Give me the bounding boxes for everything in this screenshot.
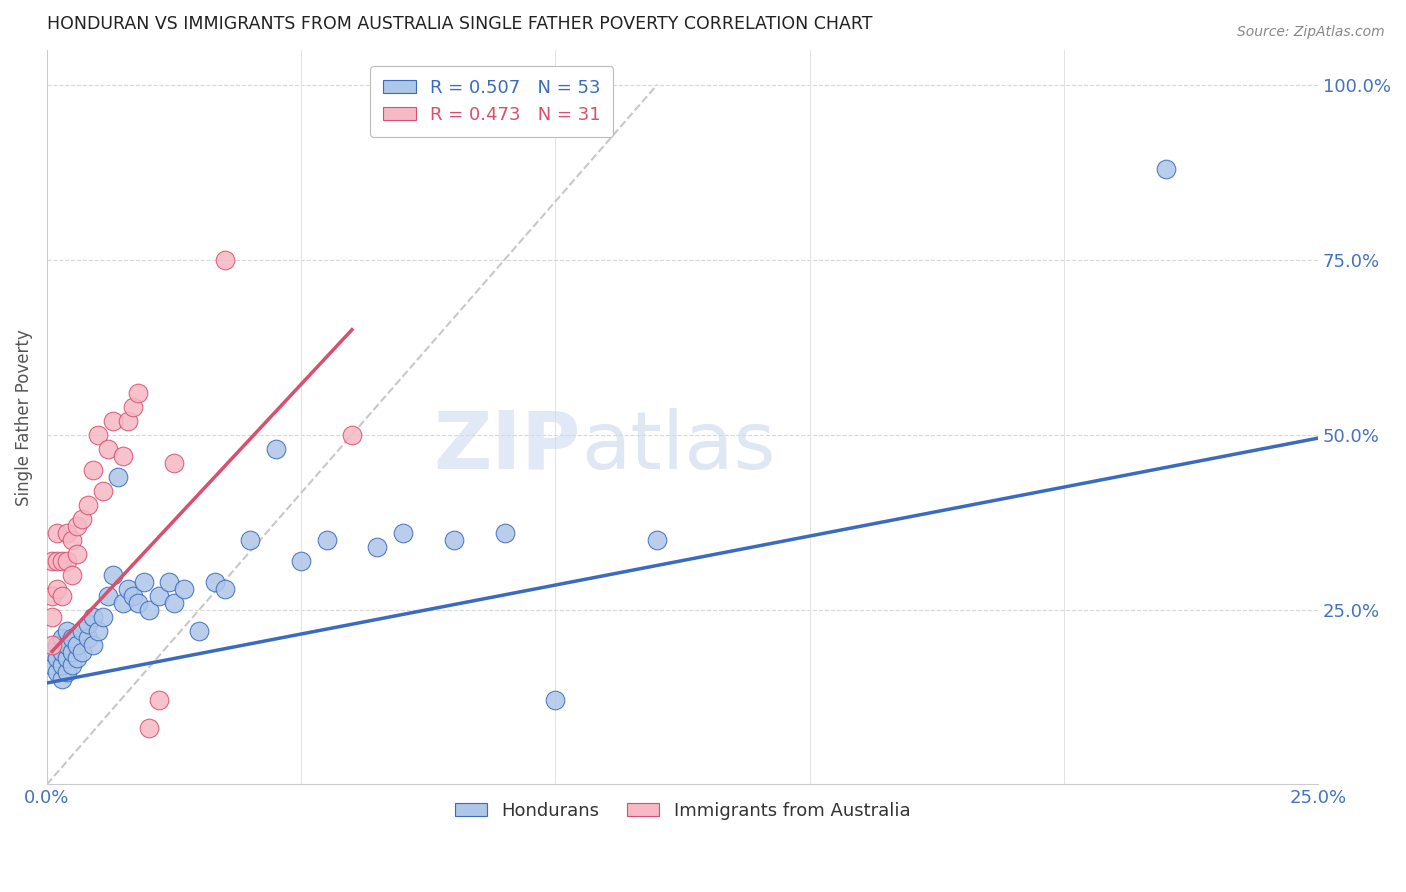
Point xyxy=(66,651,89,665)
Point xyxy=(101,567,124,582)
Point xyxy=(264,442,287,456)
Point xyxy=(72,644,94,658)
Point xyxy=(97,589,120,603)
Point xyxy=(122,400,145,414)
Point xyxy=(41,609,63,624)
Point xyxy=(60,644,83,658)
Point xyxy=(173,582,195,596)
Text: Source: ZipAtlas.com: Source: ZipAtlas.com xyxy=(1237,25,1385,39)
Point xyxy=(163,456,186,470)
Point xyxy=(56,638,79,652)
Point xyxy=(204,574,226,589)
Point xyxy=(82,638,104,652)
Text: HONDURAN VS IMMIGRANTS FROM AUSTRALIA SINGLE FATHER POVERTY CORRELATION CHART: HONDURAN VS IMMIGRANTS FROM AUSTRALIA SI… xyxy=(46,15,872,33)
Point xyxy=(60,567,83,582)
Point xyxy=(138,602,160,616)
Point xyxy=(117,414,139,428)
Point xyxy=(56,665,79,680)
Point xyxy=(163,595,186,609)
Point xyxy=(51,644,73,658)
Point xyxy=(82,462,104,476)
Point xyxy=(122,589,145,603)
Point xyxy=(87,427,110,442)
Point xyxy=(97,442,120,456)
Point xyxy=(56,553,79,567)
Point xyxy=(56,651,79,665)
Point xyxy=(76,631,98,645)
Point xyxy=(60,533,83,547)
Point xyxy=(56,624,79,638)
Point xyxy=(72,624,94,638)
Point xyxy=(41,553,63,567)
Point xyxy=(214,582,236,596)
Point xyxy=(41,644,63,658)
Text: atlas: atlas xyxy=(581,408,775,485)
Point xyxy=(41,638,63,652)
Point xyxy=(544,693,567,707)
Point xyxy=(148,693,170,707)
Point xyxy=(51,589,73,603)
Point xyxy=(56,525,79,540)
Point xyxy=(66,547,89,561)
Point xyxy=(127,385,149,400)
Y-axis label: Single Father Poverty: Single Father Poverty xyxy=(15,329,32,506)
Point xyxy=(51,658,73,673)
Point xyxy=(366,540,388,554)
Point xyxy=(315,533,337,547)
Point xyxy=(46,651,69,665)
Point xyxy=(112,595,135,609)
Point xyxy=(51,631,73,645)
Point xyxy=(91,483,114,498)
Legend: Hondurans, Immigrants from Australia: Hondurans, Immigrants from Australia xyxy=(447,795,918,827)
Point xyxy=(101,414,124,428)
Point xyxy=(117,582,139,596)
Point xyxy=(132,574,155,589)
Point xyxy=(340,427,363,442)
Point xyxy=(60,658,83,673)
Point xyxy=(91,609,114,624)
Point xyxy=(46,582,69,596)
Point xyxy=(645,533,668,547)
Point xyxy=(66,518,89,533)
Point xyxy=(148,589,170,603)
Text: ZIP: ZIP xyxy=(433,408,581,485)
Point xyxy=(76,616,98,631)
Point xyxy=(188,624,211,638)
Point xyxy=(107,469,129,483)
Point xyxy=(87,624,110,638)
Point xyxy=(60,631,83,645)
Point xyxy=(51,673,73,687)
Point xyxy=(112,449,135,463)
Point xyxy=(157,574,180,589)
Point xyxy=(66,638,89,652)
Point xyxy=(127,595,149,609)
Point xyxy=(46,553,69,567)
Point xyxy=(76,498,98,512)
Point xyxy=(443,533,465,547)
Point xyxy=(1154,161,1177,176)
Point xyxy=(41,589,63,603)
Point xyxy=(46,665,69,680)
Point xyxy=(214,252,236,267)
Point xyxy=(290,553,312,567)
Point xyxy=(72,511,94,525)
Point xyxy=(494,525,516,540)
Point xyxy=(41,658,63,673)
Point xyxy=(138,722,160,736)
Point xyxy=(239,533,262,547)
Point xyxy=(51,553,73,567)
Point xyxy=(392,525,415,540)
Point xyxy=(46,525,69,540)
Point xyxy=(46,638,69,652)
Point xyxy=(82,609,104,624)
